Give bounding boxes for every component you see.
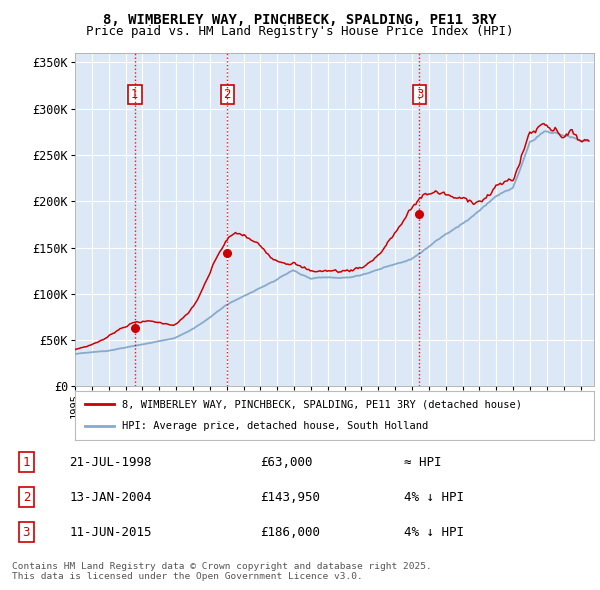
Text: 1: 1 — [23, 455, 30, 468]
Text: £143,950: £143,950 — [260, 490, 320, 504]
Text: Contains HM Land Registry data © Crown copyright and database right 2025.
This d: Contains HM Land Registry data © Crown c… — [12, 562, 432, 581]
Text: 13-JAN-2004: 13-JAN-2004 — [70, 490, 152, 504]
Text: 4% ↓ HPI: 4% ↓ HPI — [404, 526, 464, 539]
Text: HPI: Average price, detached house, South Holland: HPI: Average price, detached house, Sout… — [122, 421, 428, 431]
Text: 3: 3 — [416, 88, 423, 101]
Text: 2: 2 — [224, 88, 231, 101]
Text: 11-JUN-2015: 11-JUN-2015 — [70, 526, 152, 539]
Text: 2: 2 — [23, 490, 30, 504]
Text: ≈ HPI: ≈ HPI — [404, 455, 441, 468]
Text: £186,000: £186,000 — [260, 526, 320, 539]
Text: 3: 3 — [23, 526, 30, 539]
Text: 1: 1 — [131, 88, 139, 101]
Text: 21-JUL-1998: 21-JUL-1998 — [70, 455, 152, 468]
Text: 4% ↓ HPI: 4% ↓ HPI — [404, 490, 464, 504]
Text: £63,000: £63,000 — [260, 455, 312, 468]
Text: Price paid vs. HM Land Registry's House Price Index (HPI): Price paid vs. HM Land Registry's House … — [86, 25, 514, 38]
Text: 8, WIMBERLEY WAY, PINCHBECK, SPALDING, PE11 3RY (detached house): 8, WIMBERLEY WAY, PINCHBECK, SPALDING, P… — [122, 399, 522, 409]
Text: 8, WIMBERLEY WAY, PINCHBECK, SPALDING, PE11 3RY: 8, WIMBERLEY WAY, PINCHBECK, SPALDING, P… — [103, 13, 497, 27]
